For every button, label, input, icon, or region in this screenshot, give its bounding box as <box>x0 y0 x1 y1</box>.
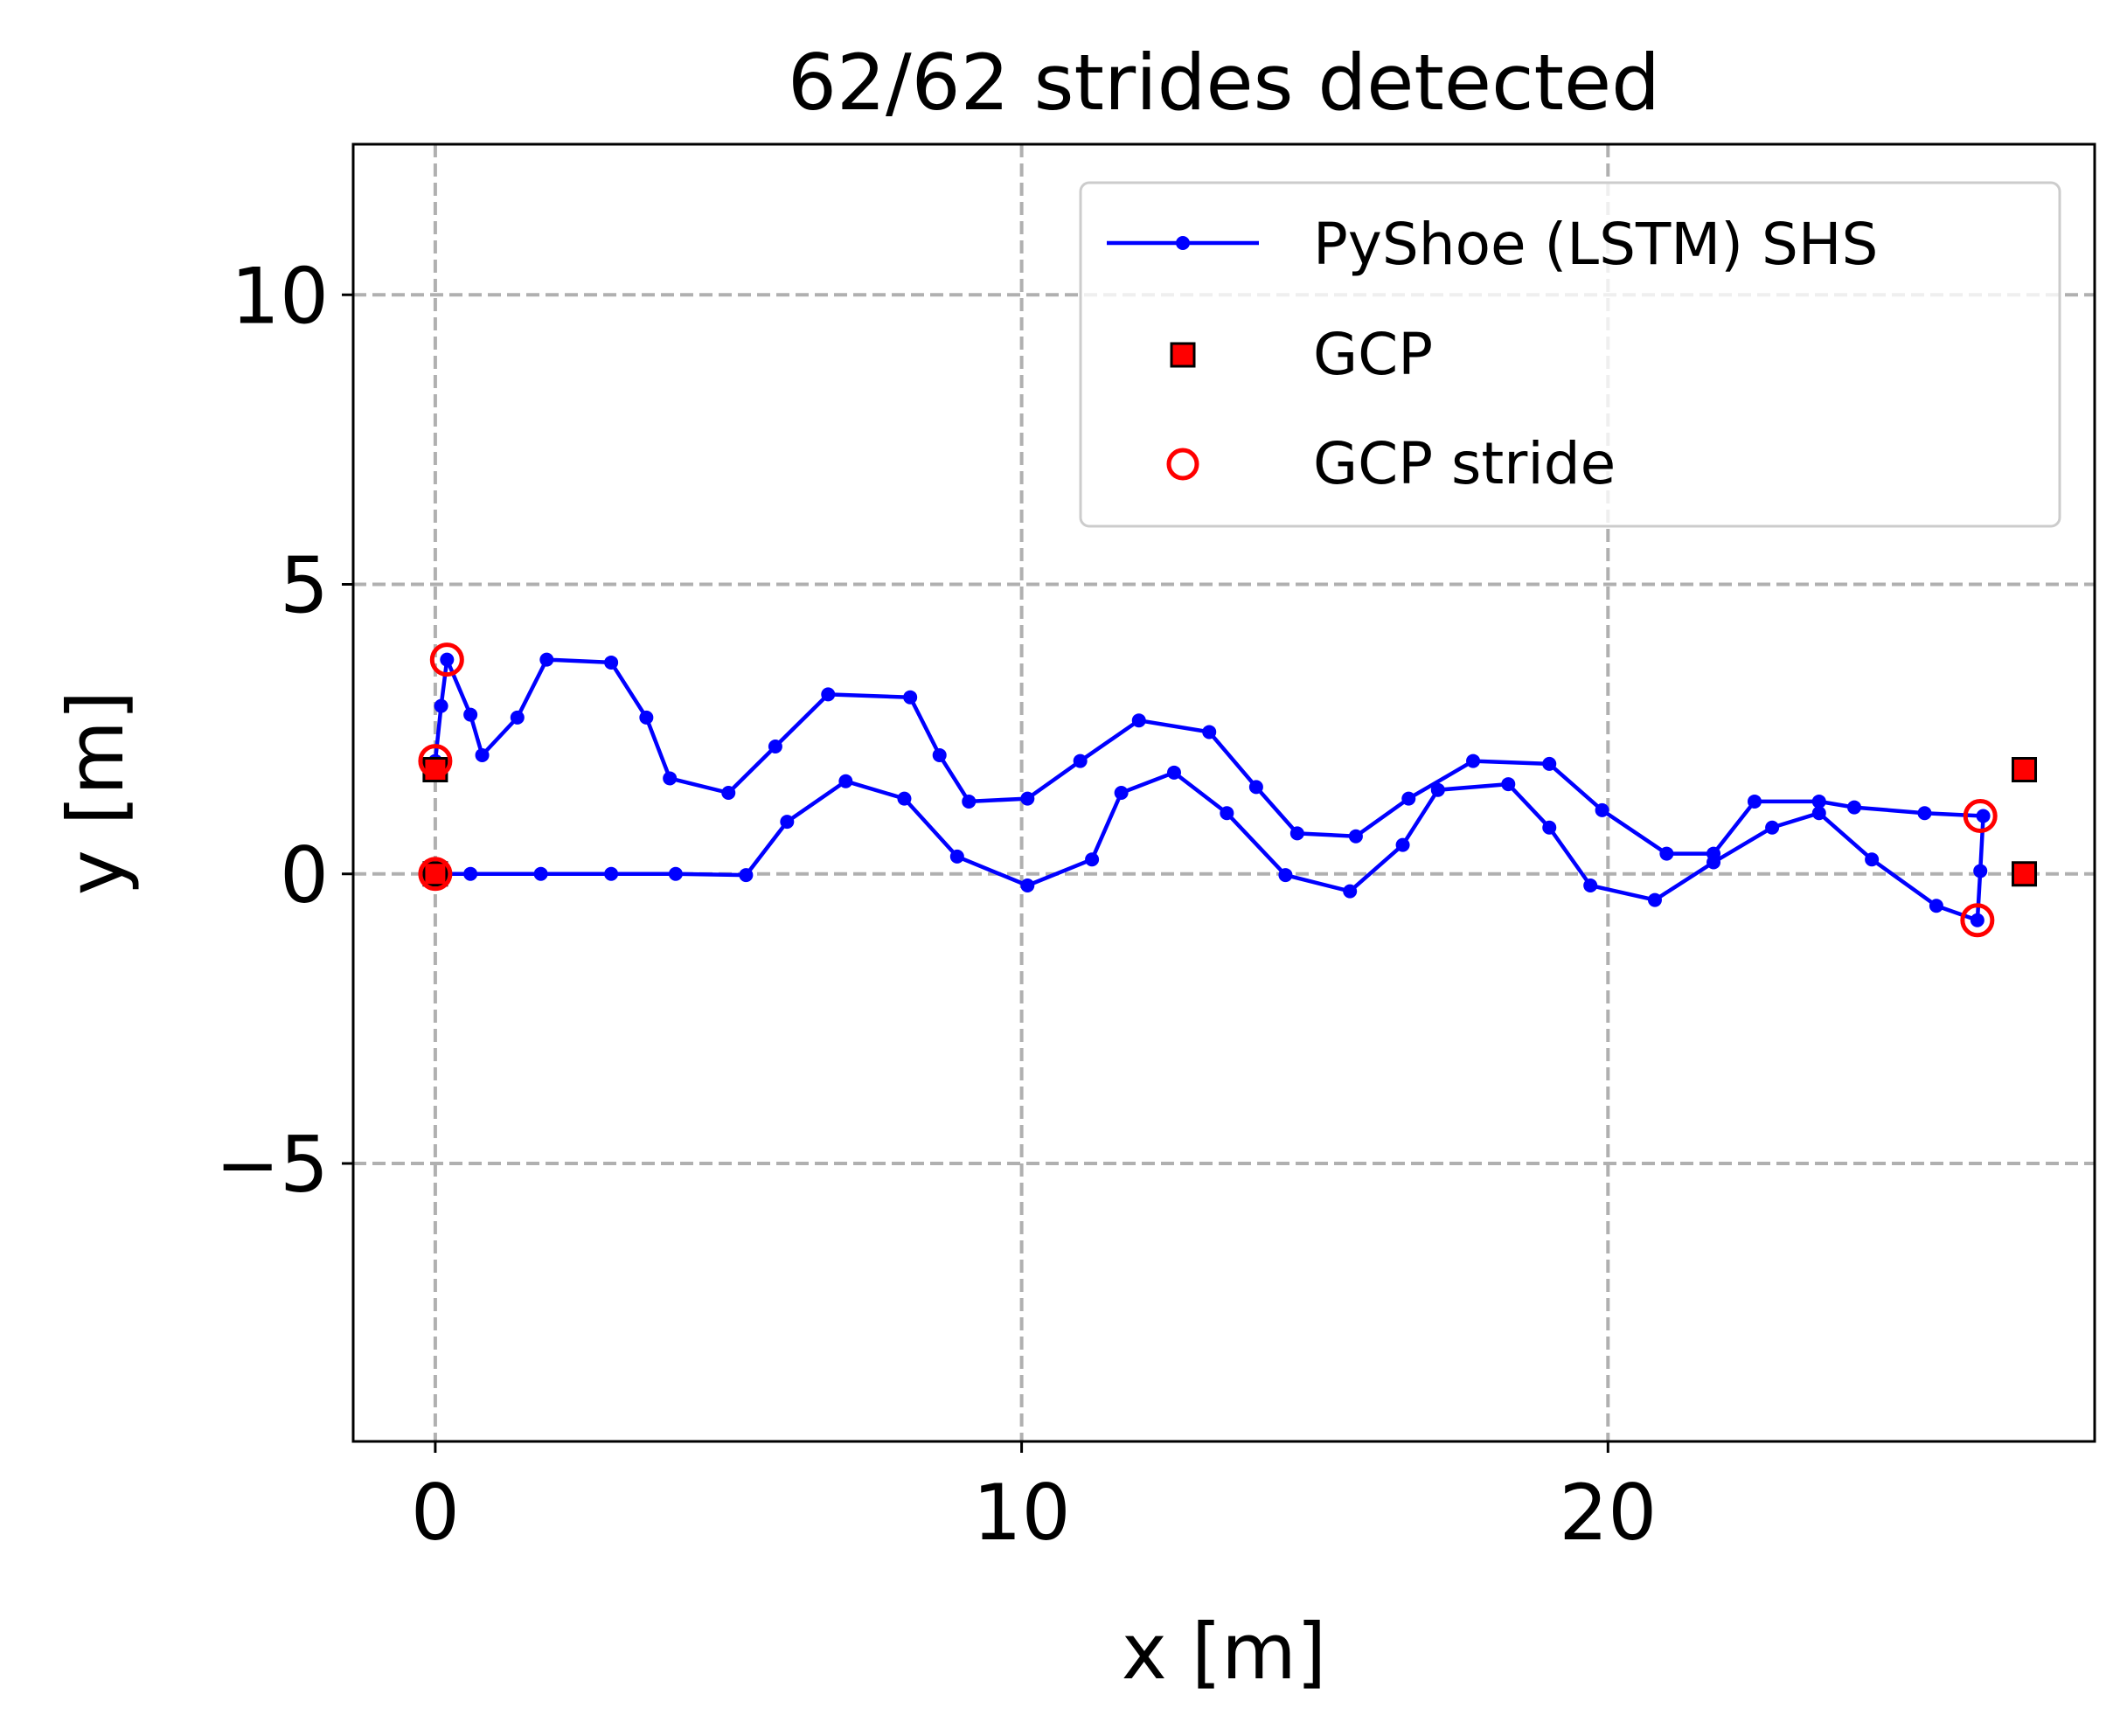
trajectory-point <box>533 866 548 881</box>
trajectory-point <box>739 868 754 883</box>
trajectory-point <box>838 774 853 788</box>
trajectory-point <box>1706 846 1721 861</box>
gcp-stride-marker <box>1963 799 1998 833</box>
legend-label-gcp: GCP <box>1313 321 1433 388</box>
trajectory-point <box>1131 713 1146 728</box>
legend-gcp-swatch <box>1170 342 1196 368</box>
chart-title: 62/62 strides detected <box>788 38 1660 128</box>
trajectory-point <box>1811 794 1826 809</box>
trajectory-point <box>1501 777 1516 792</box>
trajectory-point <box>1114 786 1129 800</box>
trajectory-point <box>721 786 736 800</box>
trajectory-point <box>962 794 977 809</box>
legend-label-trajectory: PyShoe (LSTM) SHS <box>1313 211 1878 278</box>
trajectory-point <box>604 655 619 670</box>
trajectory-point <box>1401 791 1416 806</box>
trajectory-point <box>1583 878 1598 892</box>
trajectory-point <box>903 690 918 705</box>
trajectory-point <box>1020 878 1035 892</box>
trajectory-point <box>780 815 795 830</box>
trajectory-point <box>1085 852 1100 867</box>
trajectory-point <box>768 740 782 753</box>
trajectory-point <box>1348 829 1363 844</box>
trajectory-point <box>1395 837 1410 852</box>
gcp-stride-marker <box>429 642 464 677</box>
x-tick-label: 0 <box>411 1468 460 1558</box>
y-tick-label: 10 <box>231 251 329 341</box>
plot-frame <box>351 142 2096 1443</box>
legend-line-marker <box>1176 236 1190 250</box>
trajectory-point <box>668 866 683 881</box>
trajectory-point <box>1542 756 1557 771</box>
trajectory-point <box>1973 864 1988 878</box>
trajectory-point <box>475 747 490 762</box>
plot-data <box>418 642 2038 938</box>
trajectory-point <box>663 771 678 786</box>
trajectory-point <box>1202 725 1217 740</box>
trajectory-point <box>1020 791 1035 806</box>
trajectory-point <box>932 747 947 762</box>
trajectory-point <box>639 710 654 725</box>
trajectory-point <box>1542 820 1557 835</box>
trajectory-point <box>1466 753 1481 768</box>
trajectory-point <box>463 707 478 722</box>
y-tick-label: 0 <box>280 830 329 920</box>
trajectory-point <box>1917 806 1932 821</box>
legend-gcp-stride-swatch <box>1166 448 1199 481</box>
trajectory-point <box>510 710 525 725</box>
trajectory-point <box>1811 806 1826 821</box>
trajectory-point <box>463 866 478 881</box>
trajectory-point <box>949 849 964 864</box>
x-tick-label: 10 <box>973 1468 1071 1558</box>
trajectory-point <box>1430 782 1445 797</box>
trajectory-point <box>1073 753 1088 768</box>
trajectory-point <box>1278 868 1293 883</box>
trajectory-point <box>440 652 455 667</box>
gcp-marker <box>422 861 448 887</box>
y-tick-label: −5 <box>215 1120 329 1210</box>
trajectory-line <box>433 657 1985 923</box>
trajectory-point <box>1970 913 1984 927</box>
x-tick-label: 20 <box>1559 1468 1657 1558</box>
axis-ticks: 0 10 20 −5 0 5 10 <box>215 251 1657 1558</box>
gcp-stride-marker <box>1960 903 1995 938</box>
trajectory-point <box>1343 884 1358 899</box>
trajectory-point <box>1929 899 1943 913</box>
y-tick-label: 5 <box>280 541 329 631</box>
trajectory-point <box>1659 846 1674 861</box>
x-axis-label: x [m] <box>1122 1607 1326 1697</box>
trajectory-point <box>434 698 448 713</box>
trajectory-point <box>1289 826 1304 841</box>
gcp-stride-marker <box>418 857 453 892</box>
trajectory-point <box>1865 852 1880 867</box>
trajectory-point <box>821 687 836 702</box>
trajectory-point <box>897 791 912 806</box>
trajectory-point <box>1166 765 1181 780</box>
gcp-stride-marker <box>418 744 453 779</box>
trajectory-point <box>604 866 619 881</box>
legend: PyShoe (LSTM) SHS GCP GCP stride <box>1079 181 2061 528</box>
y-axis-label: y [m] <box>51 691 141 895</box>
legend-label-gcp-stride: GCP stride <box>1313 430 1616 497</box>
trajectory-point <box>1847 800 1862 815</box>
trajectory-point <box>1248 780 1263 795</box>
trajectory-point <box>1976 809 1991 823</box>
trajectory-point <box>1220 806 1234 821</box>
trajectory-point <box>1595 802 1609 817</box>
trajectory-point <box>1747 794 1762 809</box>
legend-box <box>1079 181 2061 528</box>
gcp-marker <box>2012 757 2038 782</box>
trajectory-point <box>1647 892 1662 907</box>
trajectory-point <box>539 652 554 667</box>
gcp-marker <box>2012 861 2038 887</box>
trajectory-point <box>1765 820 1780 835</box>
